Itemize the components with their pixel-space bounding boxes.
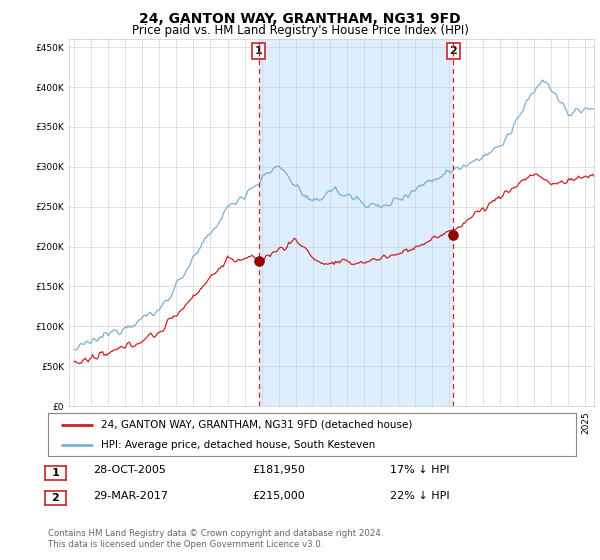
Text: HPI: Average price, detached house, South Kesteven: HPI: Average price, detached house, Sout…: [101, 440, 375, 450]
Text: £181,950: £181,950: [252, 465, 305, 475]
Text: 29-MAR-2017: 29-MAR-2017: [93, 491, 168, 501]
Text: Price paid vs. HM Land Registry's House Price Index (HPI): Price paid vs. HM Land Registry's House …: [131, 24, 469, 37]
Text: £215,000: £215,000: [252, 491, 305, 501]
Bar: [259, 39, 453, 406]
Text: 24, GANTON WAY, GRANTHAM, NG31 9FD: 24, GANTON WAY, GRANTHAM, NG31 9FD: [139, 12, 461, 26]
Text: 1: 1: [255, 46, 263, 56]
Text: 2: 2: [52, 493, 59, 503]
Text: 1: 1: [52, 468, 59, 478]
Text: 2: 2: [449, 46, 457, 56]
Text: Contains HM Land Registry data © Crown copyright and database right 2024.
This d: Contains HM Land Registry data © Crown c…: [48, 529, 383, 549]
Text: 24, GANTON WAY, GRANTHAM, NG31 9FD (detached house): 24, GANTON WAY, GRANTHAM, NG31 9FD (deta…: [101, 419, 412, 430]
Text: 28-OCT-2005: 28-OCT-2005: [93, 465, 166, 475]
Text: 22% ↓ HPI: 22% ↓ HPI: [390, 491, 449, 501]
Text: 17% ↓ HPI: 17% ↓ HPI: [390, 465, 449, 475]
